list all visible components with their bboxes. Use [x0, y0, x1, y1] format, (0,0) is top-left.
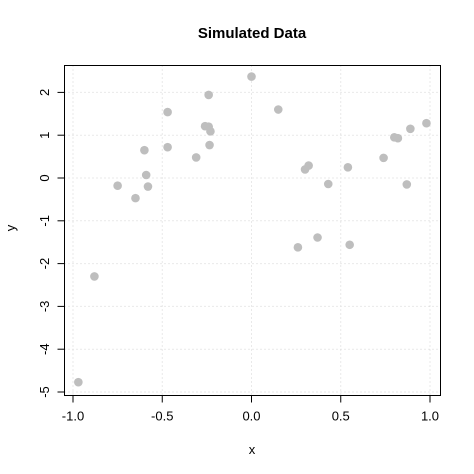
data-point: [313, 233, 322, 242]
data-point: [206, 127, 215, 136]
y-tick-label: 1: [37, 132, 52, 139]
data-point: [323, 179, 333, 189]
grid: [64, 65, 441, 396]
data-point: [343, 163, 353, 172]
data-point: [143, 182, 153, 191]
data-point: [140, 145, 149, 155]
x-axis-label: x: [249, 442, 256, 457]
x-tick-label: -0.5: [151, 409, 173, 424]
data-points: [74, 72, 431, 387]
x-axis: -1.0 -0.5 0.0 0.5 1.0: [62, 395, 439, 424]
chart-title: Simulated Data: [198, 25, 307, 42]
x-tick-label: -1.0: [62, 409, 84, 424]
data-point: [345, 240, 354, 250]
data-point: [131, 193, 140, 203]
y-tick-label: -5: [37, 386, 52, 398]
data-point: [247, 72, 256, 81]
data-point: [422, 118, 431, 128]
data-point: [191, 153, 201, 162]
x-tick-label: 0.0: [242, 409, 260, 424]
data-point: [205, 140, 214, 150]
y-tick-label: -2: [37, 258, 52, 270]
y-tick-label: 0: [37, 174, 52, 181]
x-tick-label: 1.0: [421, 409, 439, 424]
y-axis-label: y: [3, 224, 18, 231]
y-tick-label: -1: [37, 215, 52, 227]
y-tick-label: -4: [37, 343, 52, 355]
data-point: [163, 107, 172, 117]
data-point: [406, 124, 415, 134]
y-axis: -5 -4 -3 -2 -1 0 1 2: [37, 89, 65, 398]
data-point: [393, 133, 403, 143]
data-point: [113, 181, 122, 191]
data-point: [163, 142, 172, 152]
data-point: [90, 272, 99, 281]
data-point: [141, 170, 151, 180]
data-point: [304, 161, 313, 170]
data-point: [273, 105, 283, 114]
y-tick-label: -3: [37, 301, 52, 313]
data-point: [74, 377, 83, 387]
y-tick-label: 2: [37, 89, 52, 96]
data-point: [379, 153, 388, 163]
x-tick-label: 0.5: [332, 409, 350, 424]
data-point: [402, 180, 412, 189]
data-point: [204, 90, 213, 100]
data-point: [293, 243, 303, 252]
plot-area: [64, 65, 441, 396]
